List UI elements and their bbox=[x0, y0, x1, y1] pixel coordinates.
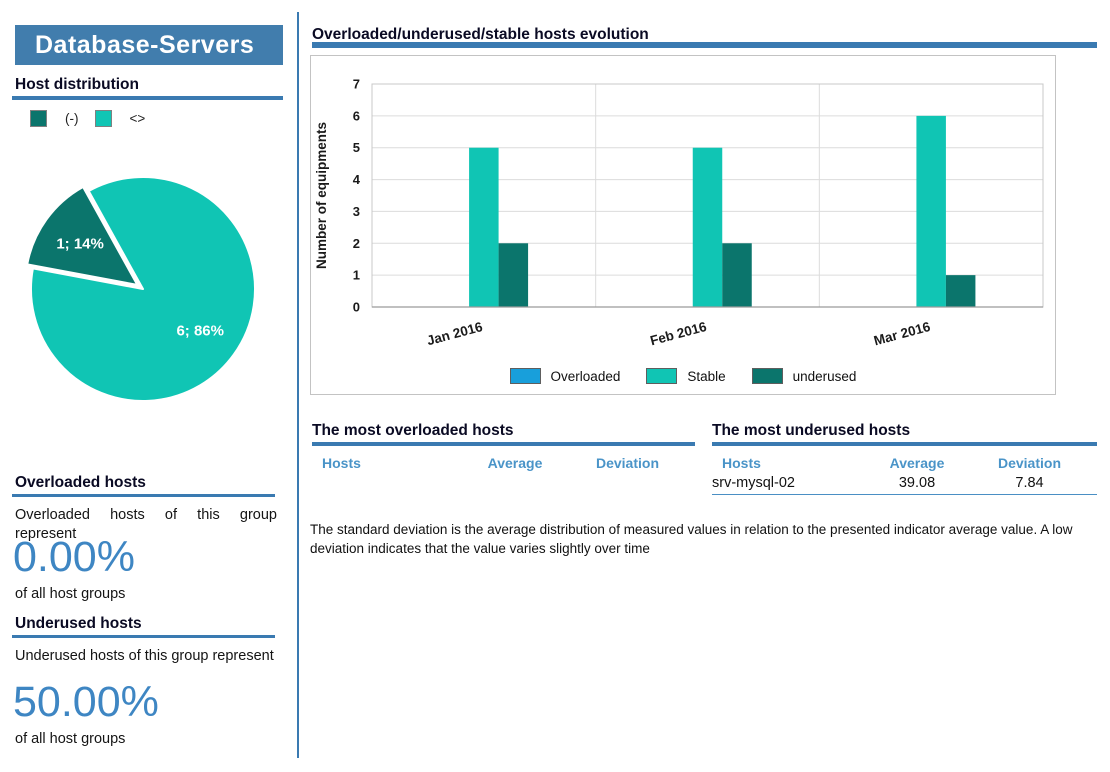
chart-legend-stable: Stable bbox=[646, 368, 726, 384]
y-tick-label: 1 bbox=[353, 268, 360, 283]
y-tick-label: 0 bbox=[353, 300, 360, 315]
pie-data-label: 6; 86% bbox=[176, 322, 224, 339]
legend-swatch bbox=[509, 368, 541, 384]
table-header-row: Hosts Average Deviation bbox=[712, 452, 1097, 474]
overloaded-hosts-heading: Overloaded hosts bbox=[15, 474, 146, 491]
heading-rule bbox=[312, 42, 1097, 48]
underused-percent: 50.00% bbox=[13, 678, 159, 726]
heading-rule bbox=[712, 442, 1097, 446]
standard-deviation-note: The standard deviation is the average di… bbox=[310, 522, 1073, 556]
legend-swatch-stable bbox=[94, 110, 112, 127]
legend-swatch bbox=[751, 368, 783, 384]
x-category-label: Mar 2016 bbox=[872, 319, 932, 349]
heading-rule bbox=[12, 635, 275, 638]
chart-legend-overloaded: Overloaded bbox=[509, 368, 621, 384]
overloaded-description: Overloaded hosts of this group represent bbox=[15, 507, 277, 542]
y-tick-label: 5 bbox=[353, 140, 360, 155]
column-header-average: Average bbox=[487, 455, 543, 471]
y-tick-label: 2 bbox=[353, 236, 360, 251]
vertical-divider bbox=[297, 12, 299, 758]
legend-label: Overloaded bbox=[550, 368, 621, 384]
x-category-label: Feb 2016 bbox=[648, 319, 708, 349]
y-tick-label: 7 bbox=[353, 77, 360, 92]
host-distribution-heading: Host distribution bbox=[15, 76, 139, 93]
x-category-label: Jan 2016 bbox=[425, 319, 484, 348]
legend-label: Stable bbox=[687, 368, 726, 384]
cell-value: 7.84 bbox=[1015, 475, 1044, 491]
underused-hosts-table: Hosts Average Deviation srv-mysql-02 39.08 7.… bbox=[712, 452, 1097, 495]
legend-label-stable: <> bbox=[129, 111, 146, 126]
legend-swatch-underused bbox=[30, 110, 47, 127]
table-header-row: Hosts Average Deviation bbox=[312, 452, 695, 474]
legend-swatch bbox=[646, 368, 678, 384]
table-row: srv-mysql-02 39.08 7.84 bbox=[712, 474, 1097, 495]
bar-stable bbox=[916, 115, 946, 307]
bar-underused bbox=[722, 243, 752, 307]
y-tick-label: 3 bbox=[353, 204, 360, 219]
column-header-deviation: Deviation bbox=[595, 455, 659, 471]
underused-hosts-heading: Underused hosts bbox=[15, 615, 142, 632]
evolution-chart-heading: Overloaded/underused/stable hosts evolut… bbox=[312, 26, 649, 43]
y-axis-title: Number of equipments bbox=[314, 122, 329, 269]
group-title: Database-Servers bbox=[15, 25, 283, 65]
pie-slice bbox=[30, 176, 256, 402]
heading-rule bbox=[12, 96, 283, 100]
y-tick-label: 4 bbox=[353, 172, 361, 187]
heading-rule bbox=[312, 442, 695, 446]
underused-suffix: of all host groups bbox=[15, 731, 126, 747]
heading-rule bbox=[12, 494, 275, 497]
column-header-hosts: Hosts bbox=[322, 455, 361, 471]
legend-label: underused bbox=[792, 368, 857, 384]
overloaded-hosts-table: Hosts Average Deviation bbox=[312, 452, 695, 474]
pie-legend: (-) <> bbox=[30, 110, 145, 127]
bar-stable bbox=[692, 147, 723, 307]
column-header-deviation: Deviation bbox=[997, 455, 1061, 471]
legend-label-underused: (-) bbox=[65, 111, 79, 126]
bar-underused bbox=[498, 243, 529, 307]
pie-data-label: 1; 14% bbox=[56, 236, 104, 253]
column-header-average: Average bbox=[889, 455, 945, 471]
overloaded-percent: 0.00% bbox=[13, 533, 135, 581]
underused-table-heading: The most underused hosts bbox=[712, 422, 911, 439]
overloaded-table-heading: The most overloaded hosts bbox=[312, 422, 514, 439]
evolution-chart-box: 0 1 2 3 4 5 6 7 Number of equipments Jan 2016 Feb … bbox=[310, 55, 1056, 395]
underused-description: Underused hosts of this group represent bbox=[15, 648, 274, 664]
bar-stable bbox=[469, 147, 499, 307]
cell-value: 39.08 bbox=[898, 475, 936, 491]
host-distribution-pie: 1; 14% 6; 86% bbox=[26, 176, 256, 402]
overloaded-suffix: of all host groups bbox=[15, 586, 126, 602]
evolution-bar-chart: 0 1 2 3 4 5 6 7 Number of equipments Jan 2016 Feb … bbox=[314, 77, 1044, 349]
chart-legend-underused: underused bbox=[751, 368, 857, 384]
column-header-hosts: Hosts bbox=[722, 455, 761, 471]
chart-legend: Overloaded Stable underused bbox=[311, 368, 1055, 384]
host-name: srv-mysql-02 bbox=[712, 475, 795, 491]
pie-slice bbox=[26, 185, 139, 286]
bar-underused bbox=[945, 275, 976, 307]
y-tick-label: 6 bbox=[353, 108, 360, 123]
